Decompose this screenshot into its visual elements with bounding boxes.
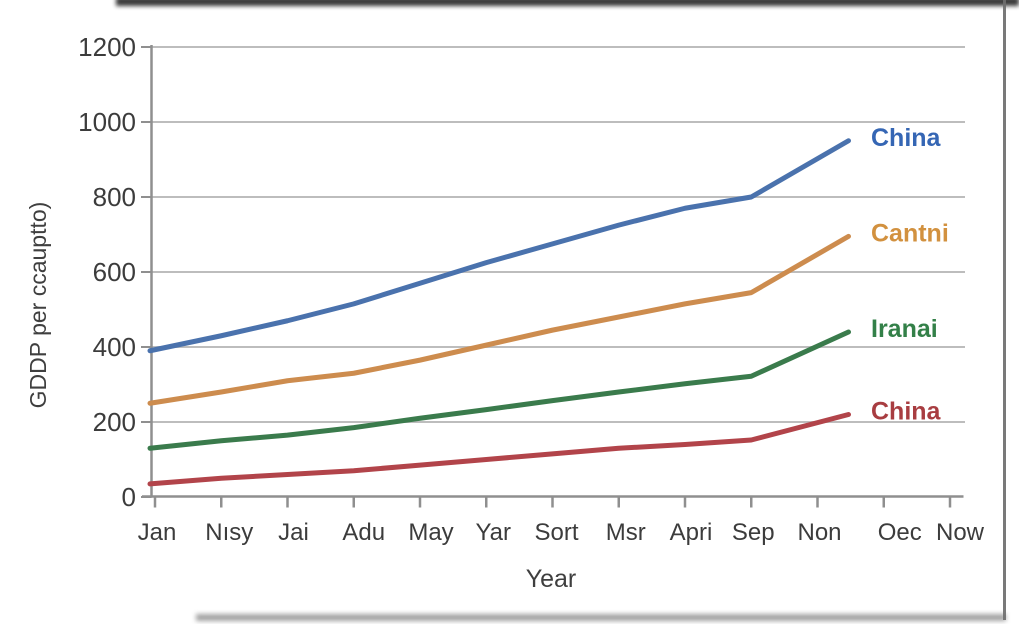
x-tick-label-Yar: Yar (475, 519, 511, 546)
x-tick-label-Apri: Apri (670, 519, 713, 546)
gridlines (151, 46, 965, 423)
y-axis-title: GDDP per ccauptto) (25, 202, 51, 409)
y-tick-label-0: 0 (122, 482, 136, 512)
x-tick-label-Now: Now (936, 519, 985, 546)
series-label-0-China: China (871, 124, 942, 152)
x-tick-label-Non: Non (797, 519, 841, 546)
series-line-0-China (147, 138, 851, 354)
y-tick-label-1200: 1200 (78, 32, 136, 62)
y-tick-label-200: 200 (93, 407, 136, 437)
x-tick-label-Oec: Oec (878, 519, 922, 546)
y-tick-label-400: 400 (93, 332, 136, 362)
y-tick-label-1000: 1000 (78, 107, 136, 137)
x-tick-label-Jai: Jai (278, 519, 309, 546)
series-line-3-China (147, 412, 851, 487)
x-tick-label-Nısy: Nısy (205, 519, 253, 546)
y-axis-tick-labels: 0 200 400 600 800 1000 1200 (78, 32, 136, 512)
y-tick-label-800: 800 (93, 182, 136, 212)
series-line-1-Cantni (147, 233, 851, 406)
series-label-2-Iranai: Iranai (871, 315, 938, 343)
series-labels: China Cantni Iranai China (871, 124, 949, 426)
x-axis-title: Year (526, 565, 577, 593)
x-tick-label-Sep: Sep (732, 519, 775, 546)
series-label-1-Cantni: Cantni (871, 219, 949, 247)
x-tick-label-Adu: Adu (342, 519, 385, 546)
series-label-3-China: China (871, 398, 942, 426)
x-tick-label-Jan: Jan (138, 519, 177, 546)
x-axis-tick-labels: Jan Nısy Jai Adu May Yar Sort Msr Apri Sep Non Oec N… (138, 519, 985, 546)
x-tick-label-Msr: Msr (606, 519, 646, 546)
x-axis-ticks (153, 496, 952, 508)
x-tick-label-May: May (408, 519, 453, 546)
x-tick-label-Sort: Sort (534, 519, 578, 546)
y-axis-ticks (141, 46, 152, 498)
y-tick-label-600: 600 (93, 257, 136, 287)
series-line-2-Iranai (147, 329, 851, 451)
series-lines (147, 138, 851, 487)
